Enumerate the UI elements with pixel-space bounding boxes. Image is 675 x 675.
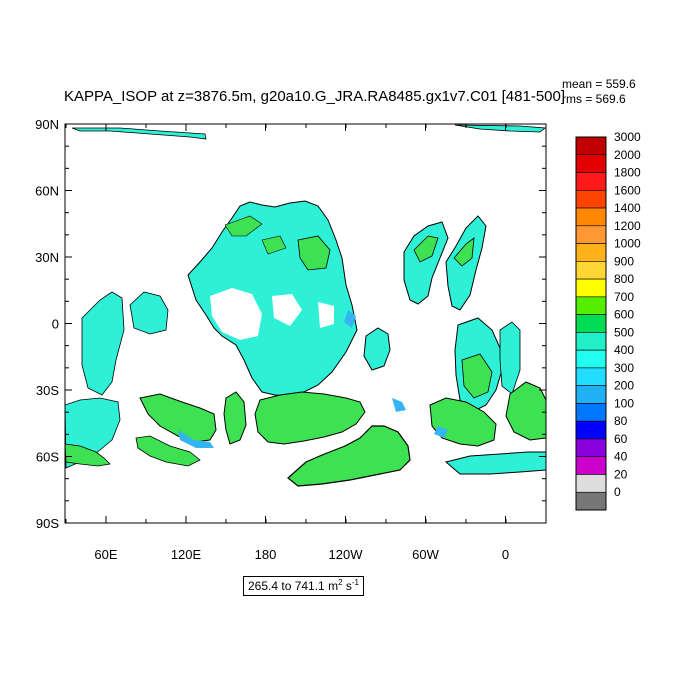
colorbar-swatch	[575, 349, 607, 369]
colorbar-swatch	[575, 207, 607, 227]
lon-tick-label: 180	[255, 547, 277, 562]
lon-tick-label: 0	[502, 547, 509, 562]
colorbar-swatch	[575, 243, 607, 262]
colorbar-swatch	[575, 278, 607, 298]
ocean-fringe	[392, 398, 406, 412]
colorbar-level-label: 20	[614, 467, 628, 481]
colorbar-swatch	[575, 438, 607, 458]
ocean-region-north-atlantic	[403, 221, 449, 305]
colorbar-level-label: 1800	[614, 166, 641, 180]
ocean-region-southern-west-green	[65, 443, 111, 467]
colorbar-level-label: 400	[614, 343, 634, 357]
ocean-region-south-indian-2	[135, 435, 201, 467]
ocean-region-arctic-east	[454, 124, 546, 133]
lat-tick-label: 0	[52, 317, 59, 332]
ocean-region-west-atlantic	[363, 327, 391, 371]
ocean-region-pacific-patch	[224, 215, 263, 237]
ocean-region-pacific-patch	[261, 235, 287, 255]
ocean-region-east-atlantic-strip	[499, 321, 521, 395]
colorbar-swatch	[575, 367, 607, 386]
colorbar-swatch	[575, 420, 607, 440]
range-label-box: 265.4 to 741.1 m2 s-1	[243, 576, 364, 596]
ocean-fringe	[434, 426, 448, 438]
colorbar-level-label: 1000	[614, 237, 641, 251]
colorbar-swatch	[575, 314, 607, 333]
colorbar-level-label: 700	[614, 290, 634, 304]
lon-tick-label: 60W	[412, 547, 439, 562]
colorbar-level-label: 60	[614, 432, 628, 446]
colorbar-frame	[575, 136, 607, 511]
ocean-field	[65, 124, 546, 487]
ocean-region-indian	[81, 291, 125, 396]
units-s: s	[342, 579, 352, 593]
lat-tick-label: 30S	[36, 383, 59, 398]
lon-tick-label: 120W	[329, 547, 364, 562]
colorbar-level-label: 900	[614, 254, 634, 268]
ocean-region-north-atlantic-green	[413, 235, 439, 263]
ocean-region-drake	[287, 425, 411, 487]
colorbar-level-label: 1600	[614, 183, 641, 197]
lat-tick-label: 90N	[35, 117, 59, 132]
colorbar-level-label: 0	[614, 485, 621, 499]
colorbar-swatch	[575, 403, 607, 422]
island	[318, 302, 334, 328]
units-s-exponent: -1	[351, 578, 359, 587]
colorbar-swatch	[575, 456, 607, 475]
colorbar-swatch	[575, 261, 607, 280]
island	[210, 288, 262, 340]
lat-tick-label: 90S	[36, 516, 59, 531]
ocean-region-atlantic-east-green	[453, 237, 475, 267]
lon-tick-label: 60E	[94, 547, 117, 562]
range-label-text: 265.4 to 741.1 m	[248, 579, 339, 593]
colorbar-level-label: 600	[614, 308, 634, 322]
colorbar-level-label: 1400	[614, 201, 641, 215]
colorbar-swatch	[575, 385, 607, 404]
colorbar-swatch	[575, 172, 607, 191]
island	[272, 294, 302, 326]
colorbar-level-label: 2000	[614, 148, 641, 162]
ocean-region-tasman	[223, 391, 247, 445]
ocean-region-indian-east	[129, 291, 169, 335]
mean-label: mean = 559.6	[562, 77, 636, 91]
colorbar-swatch	[575, 332, 607, 351]
ocean-region-south-atlantic-green	[461, 353, 493, 399]
ocean-fringe	[344, 310, 356, 328]
colorbar-swatch	[575, 189, 607, 209]
lon-tick-label: 120E	[171, 547, 202, 562]
colorbar-level-label: 500	[614, 325, 634, 339]
colorbar-swatch	[575, 491, 607, 511]
colorbar-level-label: 200	[614, 379, 634, 393]
lat-tick-label: 30N	[35, 250, 59, 265]
colorbar-level-label: 3000	[614, 130, 641, 144]
colorbar-swatch	[575, 296, 607, 315]
ocean-fringe	[178, 430, 214, 448]
colorbar-swatch	[575, 136, 607, 156]
colorbar-level-label: 300	[614, 361, 634, 375]
colorbar-swatch	[575, 474, 607, 493]
rms-label: rms = 569.6	[562, 92, 626, 106]
ocean-region-south-pacific	[254, 391, 366, 445]
colorbar-level-label: 80	[614, 414, 628, 428]
plot-title: KAPPA_ISOP at z=3876.5m, g20a10.G_JRA.RA…	[64, 88, 566, 105]
ocean-region-se-atlantic	[505, 381, 546, 441]
ocean-region-southern-ocean-east	[444, 451, 546, 475]
ocean-region-pacific-patch	[297, 235, 331, 271]
colorbar-swatch	[575, 154, 607, 173]
lat-tick-label: 60S	[36, 450, 59, 465]
colorbar-level-label: 100	[614, 396, 634, 410]
colorbar-swatch	[575, 225, 607, 244]
colorbar-level-label: 800	[614, 272, 634, 286]
colorbar-level-label: 40	[614, 450, 628, 464]
lat-tick-label: 60N	[35, 184, 59, 199]
ocean-region-south-indian	[139, 393, 217, 443]
units-m-exponent: 2	[338, 578, 343, 587]
colorbar-level-label: 1200	[614, 219, 641, 233]
